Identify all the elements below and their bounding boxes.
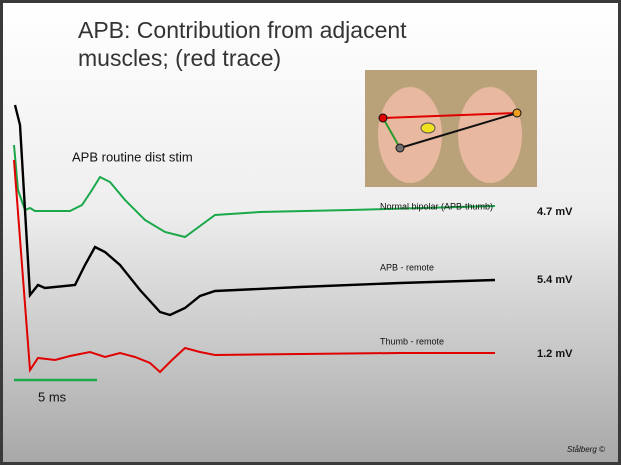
trace-label: Normal bipolar (APB-thumb) <box>380 201 493 211</box>
hand-photo <box>365 70 537 187</box>
stim-label: APB routine dist stim <box>72 149 193 164</box>
scale-label: 5 ms <box>38 389 67 404</box>
title-line: muscles; (red trace) <box>78 45 281 71</box>
title-line: APB: Contribution from adjacent <box>78 17 407 43</box>
trace-amplitude: 5.4 mV <box>537 274 573 286</box>
trace-label: APB - remote <box>380 262 434 272</box>
credit: Stålberg © <box>567 445 605 454</box>
trace-amplitude: 1.2 mV <box>537 348 573 360</box>
trace-amplitude: 4.7 mV <box>537 206 573 218</box>
slide: APB: Contribution from adjacent muscles;… <box>0 0 621 465</box>
trace-label: Thumb - remote <box>380 336 444 346</box>
